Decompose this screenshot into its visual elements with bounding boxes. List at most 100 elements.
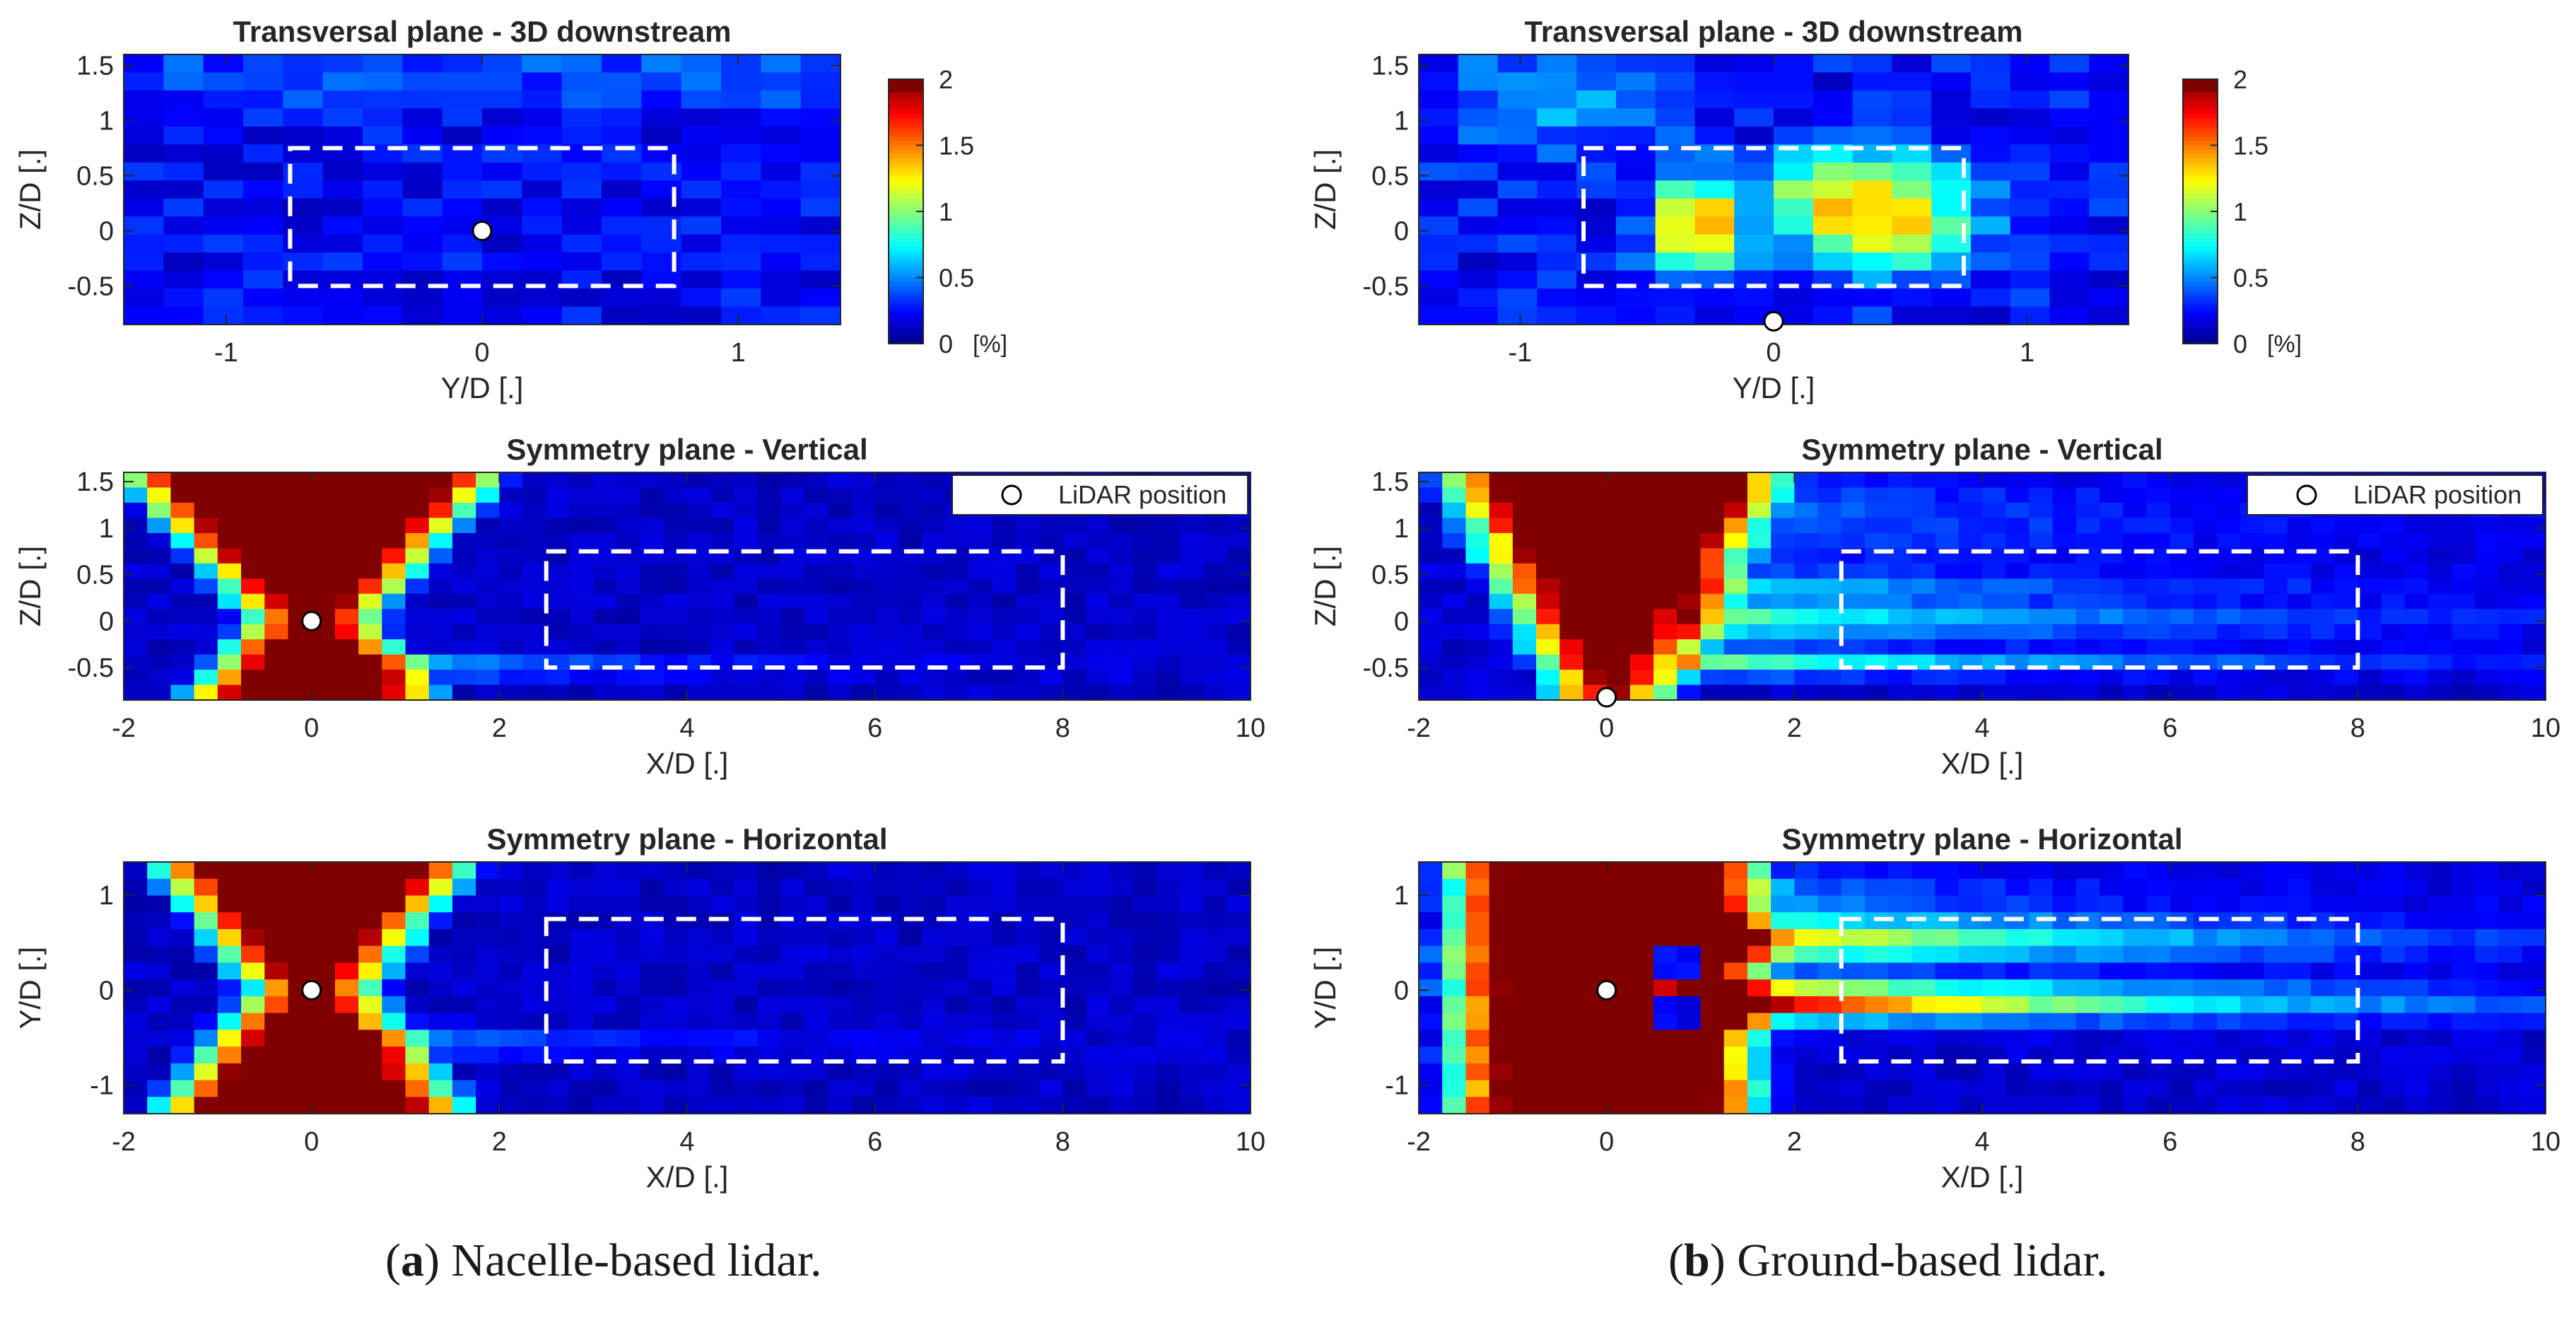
colorbar-segment: [2183, 303, 2218, 309]
x-tick-label: 0: [1599, 1127, 1614, 1157]
heatmap-cell: [1132, 532, 1157, 549]
colorbar-segment: [889, 206, 923, 212]
heatmap-cell: [334, 624, 359, 640]
heatmap-cell: [382, 1013, 406, 1031]
heatmap-cell: [1771, 862, 1796, 880]
heatmap-cell: [1911, 532, 1936, 549]
heatmap-cell: [476, 654, 500, 670]
heatmap-cell: [452, 684, 476, 701]
heatmap-cell: [428, 639, 453, 655]
heatmap-cell: [1512, 684, 1537, 701]
heatmap-cell: [2522, 548, 2546, 564]
heatmap-cell: [1723, 563, 1748, 580]
heatmap-cell: [476, 670, 500, 686]
heatmap-cell: [2146, 532, 2171, 549]
heatmap-cell: [1723, 593, 1748, 610]
heatmap-cell: [2089, 234, 2129, 253]
heatmap-cell: [968, 962, 993, 980]
heatmap-cell: [322, 162, 363, 182]
heatmap-cell: [402, 306, 443, 325]
heatmap-cell: [2076, 639, 2100, 655]
heatmap-cell: [2404, 639, 2429, 655]
heatmap-cell: [1888, 472, 1913, 489]
heatmap-cell: [640, 1080, 665, 1098]
heatmap-cell: [898, 472, 923, 489]
y-tick-label: 0: [1394, 607, 1409, 636]
heatmap-cell: [1911, 518, 1936, 534]
heatmap-cell: [2029, 502, 2054, 519]
heatmap-cell: [1911, 878, 1936, 897]
heatmap-cell: [2310, 895, 2335, 913]
x-tick-label: 0: [304, 1127, 319, 1157]
colorbar-segment: [889, 189, 923, 194]
heatmap-cell: [1677, 639, 1702, 655]
heatmap-cell: [546, 518, 570, 534]
heatmap-cell: [1062, 895, 1087, 913]
panel-title: Symmetry plane - Horizontal: [486, 822, 887, 856]
heatmap-cell: [1465, 654, 1490, 670]
heatmap-cell: [1583, 624, 1608, 640]
heatmap-cell: [641, 289, 682, 308]
heatmap-cell: [721, 108, 762, 127]
heatmap-cell: [640, 1097, 665, 1114]
heatmap-cell: [1747, 912, 1772, 930]
heatmap-cell: [1062, 912, 1087, 930]
heatmap-cell: [1888, 945, 1913, 964]
heatmap-cell: [1723, 1080, 1748, 1098]
heatmap-cell: [203, 54, 244, 74]
heatmap-cell: [2475, 878, 2500, 897]
heatmap-cell: [452, 895, 476, 913]
heatmap-cell: [2264, 684, 2288, 701]
heatmap-cell: [170, 654, 195, 670]
heatmap-cell: [2452, 878, 2476, 897]
heatmap-cell: [1911, 1097, 1936, 1114]
heatmap-cell: [1813, 198, 1854, 217]
lidar-position-marker: [1596, 979, 1617, 1001]
heatmap-cell: [1512, 548, 1537, 564]
heatmap-cell: [2029, 945, 2054, 964]
heatmap-cell: [243, 198, 284, 217]
x-tick-label: 0: [1599, 713, 1614, 743]
heatmap-cell: [1419, 198, 1459, 217]
heatmap-cell: [593, 487, 618, 503]
heatmap-cell: [1888, 487, 1913, 503]
heatmap-cell: [1039, 654, 1064, 670]
heatmap-cell: [1852, 234, 1893, 253]
heatmap-cell: [2089, 144, 2129, 163]
heatmap-cell: [288, 502, 312, 519]
heatmap-cell: [2029, 532, 2054, 549]
heatmap-cell: [1497, 108, 1538, 127]
y-axis-label: Z/D [.]: [13, 149, 47, 230]
heatmap-cell: [1180, 979, 1205, 997]
heatmap-cell: [1583, 670, 1608, 686]
heatmap-cell: [2310, 945, 2335, 964]
heatmap-cell: [241, 862, 266, 880]
heatmap-cell: [1203, 578, 1228, 595]
heatmap-cell: [757, 502, 782, 519]
heatmap-cell: [1203, 878, 1228, 897]
heatmap-cell: [452, 502, 476, 519]
colorbar-segment: [2183, 233, 2218, 239]
heatmap-cell: [522, 996, 547, 1014]
heatmap-cell: [968, 684, 993, 701]
heatmap-cell: [681, 289, 722, 308]
heatmap-cell: [1629, 979, 1654, 997]
heatmap-cell: [264, 996, 289, 1014]
x-axis-label: X/D [.]: [646, 1160, 729, 1194]
heatmap-cell: [1677, 928, 1702, 947]
heatmap-cell: [311, 878, 336, 897]
heatmap-cell: [241, 878, 266, 897]
heatmap-cell: [2428, 862, 2452, 880]
heatmap-cell: [1629, 1047, 1654, 1064]
x-tick-label: -1: [214, 338, 238, 368]
heatmap-cell: [2498, 518, 2523, 534]
heatmap-cell: [2193, 563, 2218, 580]
heatmap-cell: [2334, 928, 2359, 947]
heatmap-cell: [1852, 252, 1893, 272]
heatmap-cell: [1700, 862, 1725, 880]
heatmap-cell: [828, 684, 853, 701]
heatmap-cell: [243, 162, 284, 182]
heatmap-cell: [1442, 1080, 1467, 1098]
heatmap-cell: [1536, 945, 1561, 964]
heatmap-cell: [2010, 306, 2051, 325]
